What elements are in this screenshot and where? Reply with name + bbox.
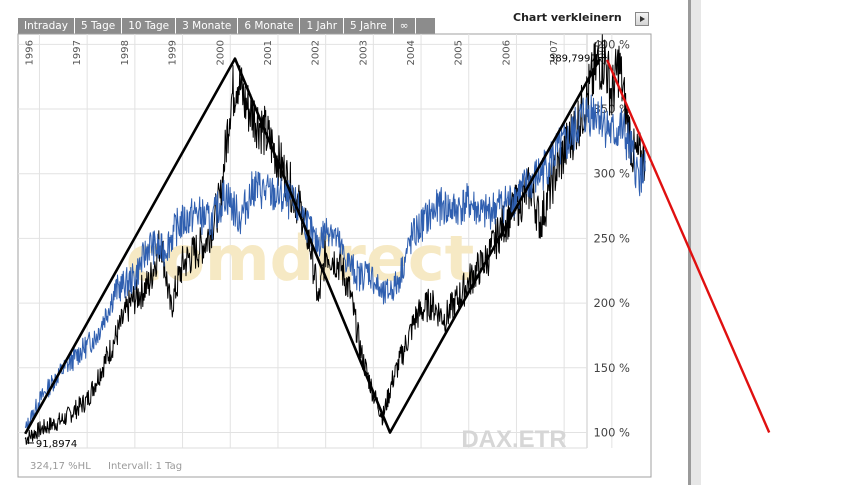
tab-5-jahre[interactable]: 5 Jahre (344, 18, 394, 34)
x-tick-label: 2000 (215, 40, 226, 65)
x-tick-label: 2005 (454, 40, 465, 65)
series-lines (24, 34, 771, 445)
tab-max[interactable]: ∞ (394, 18, 416, 34)
comparison-line (24, 94, 646, 432)
tab-5-tage[interactable]: 5 Tage (75, 18, 123, 34)
play-arrow-icon[interactable] (635, 12, 649, 26)
page-divider (688, 0, 691, 485)
y-tick-label: 250 % (593, 231, 630, 245)
y-tick-label: 100 % (593, 425, 630, 439)
scroll-gutter (691, 0, 701, 485)
x-tick-label: 2007 (549, 40, 560, 65)
tab-1-jahr[interactable]: 1 Jahr (300, 18, 345, 34)
annotations: 389,7997 91,8974 (25, 54, 607, 450)
tab-3-monate[interactable]: 3 Monate (176, 18, 239, 34)
dax-line (24, 34, 646, 445)
trend-zigzag-line (24, 57, 602, 435)
y-tick-label: 200 % (593, 296, 630, 310)
min-value-label: 91,8974 (36, 439, 77, 450)
interval-label: Intervall: 1 Tag (108, 461, 182, 472)
forecast-line (605, 59, 771, 433)
chart-title: DAX.ETR (461, 426, 566, 453)
time-range-tabs: Intraday 5 Tage 10 Tage 3 Monate 6 Monat… (18, 18, 435, 34)
x-tick-label: 1997 (72, 40, 83, 65)
performance-label: 324,17 %HL (30, 461, 91, 472)
x-tick-label: 2004 (406, 40, 417, 65)
tab-10-tage[interactable]: 10 Tage (122, 18, 177, 34)
y-tick-label: 400 % (593, 37, 630, 51)
x-tick-label: 1996 (24, 40, 35, 65)
tab-6-monate[interactable]: 6 Monate (238, 18, 301, 34)
x-tick-label: 1998 (120, 40, 131, 65)
y-tick-label: 150 % (593, 361, 630, 375)
y-tick-label: 300 % (593, 167, 630, 181)
x-tick-label: 1999 (168, 40, 179, 65)
x-tick-label: 2003 (358, 40, 369, 65)
tab-intraday[interactable]: Intraday (18, 18, 75, 34)
x-tick-label: 2006 (501, 40, 512, 65)
shrink-chart-link[interactable]: Chart verkleinern (513, 11, 622, 24)
max-value-label: 389,7997 (549, 54, 597, 65)
x-tick-label: 2001 (263, 40, 274, 65)
x-tick-label: 2002 (311, 40, 322, 65)
